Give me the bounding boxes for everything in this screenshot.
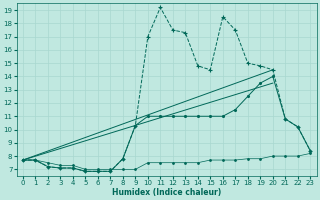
X-axis label: Humidex (Indice chaleur): Humidex (Indice chaleur) xyxy=(112,188,221,197)
